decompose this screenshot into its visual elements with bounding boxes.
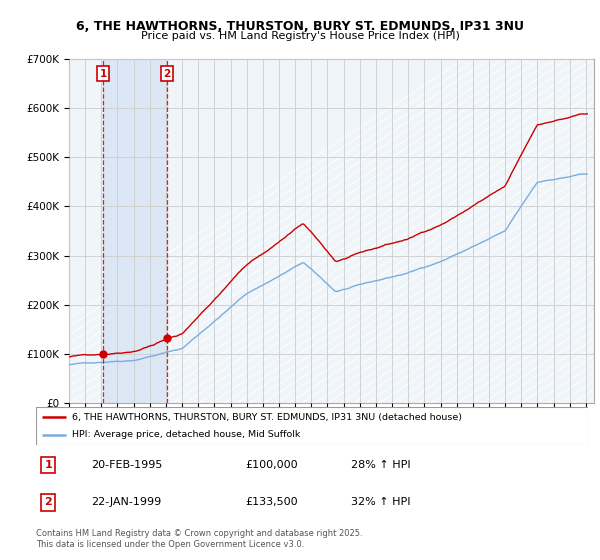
Text: Contains HM Land Registry data © Crown copyright and database right 2025.
This d: Contains HM Land Registry data © Crown c… bbox=[36, 529, 362, 549]
Text: 20-FEB-1995: 20-FEB-1995 bbox=[91, 460, 163, 470]
Text: £133,500: £133,500 bbox=[246, 497, 298, 507]
Text: 6, THE HAWTHORNS, THURSTON, BURY ST. EDMUNDS, IP31 3NU (detached house): 6, THE HAWTHORNS, THURSTON, BURY ST. EDM… bbox=[72, 413, 462, 422]
Text: £100,000: £100,000 bbox=[246, 460, 298, 470]
Text: 2: 2 bbox=[44, 497, 52, 507]
Text: 2: 2 bbox=[163, 68, 170, 78]
Text: 1: 1 bbox=[100, 68, 107, 78]
FancyBboxPatch shape bbox=[36, 407, 588, 445]
Text: 1: 1 bbox=[44, 460, 52, 470]
Text: 22-JAN-1999: 22-JAN-1999 bbox=[91, 497, 161, 507]
Text: 28% ↑ HPI: 28% ↑ HPI bbox=[350, 460, 410, 470]
Bar bbox=[103, 59, 167, 403]
Text: 32% ↑ HPI: 32% ↑ HPI bbox=[350, 497, 410, 507]
Text: Price paid vs. HM Land Registry's House Price Index (HPI): Price paid vs. HM Land Registry's House … bbox=[140, 31, 460, 41]
Text: 6, THE HAWTHORNS, THURSTON, BURY ST. EDMUNDS, IP31 3NU: 6, THE HAWTHORNS, THURSTON, BURY ST. EDM… bbox=[76, 20, 524, 32]
Text: HPI: Average price, detached house, Mid Suffolk: HPI: Average price, detached house, Mid … bbox=[72, 431, 300, 440]
